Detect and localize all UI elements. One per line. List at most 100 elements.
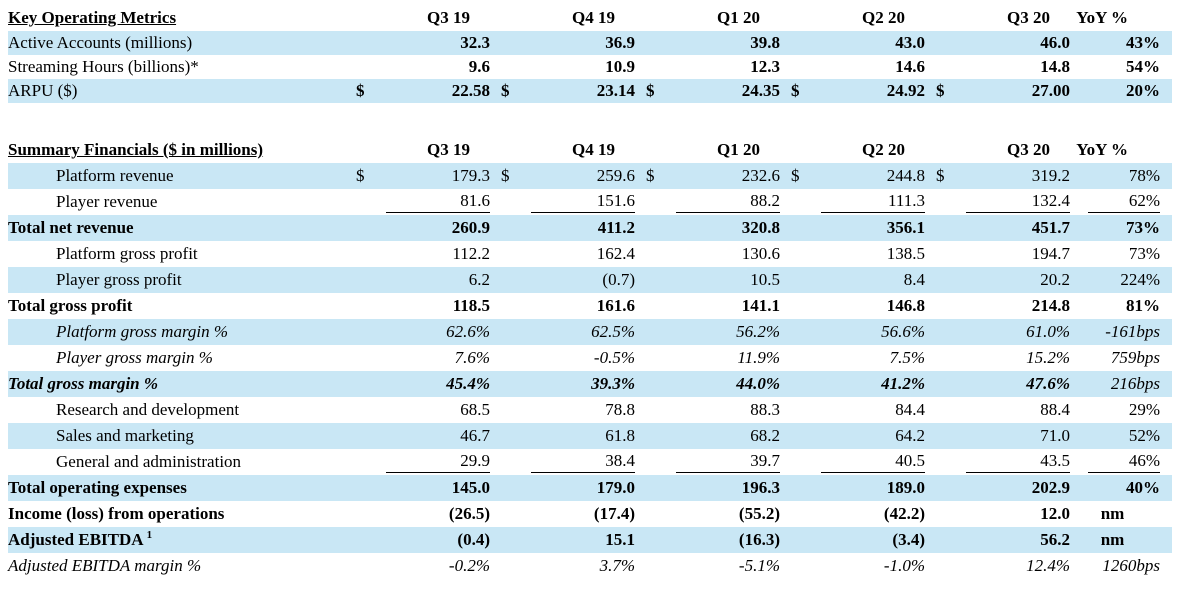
yoy-cell: -161bps [1075, 319, 1172, 345]
value-cell: 39.7 [640, 449, 785, 475]
value-cell: 14.8 [930, 55, 1075, 79]
row-label: Total gross margin % [8, 371, 350, 397]
table-row: General and administration 29.9 38.4 39.7 40… [8, 449, 1172, 475]
value-text: 12.0 [1040, 504, 1070, 523]
row-label: Platform gross margin % [8, 319, 350, 345]
value-cell: 29.9 [350, 449, 495, 475]
value-text: 36.9 [605, 33, 635, 52]
value-text: 112.2 [452, 244, 490, 263]
value-cell: 189.0 [785, 475, 930, 501]
value-cell: 88.4 [930, 397, 1075, 423]
yoy-text: 1260bps [1102, 556, 1160, 575]
value-text: 15.2% [1026, 348, 1070, 367]
value-cell: 10.5 [640, 267, 785, 293]
value-cell: 411.2 [495, 215, 640, 241]
value-cell: 71.0 [930, 423, 1075, 449]
yoy-text: 20% [1126, 81, 1160, 100]
column-header-q3-20: Q3 20 [1007, 8, 1050, 27]
value-cell: 88.3 [640, 397, 785, 423]
yoy-text: 43% [1126, 33, 1160, 52]
value-cell: $24.92 [785, 79, 930, 103]
row-label-text: ARPU ($) [8, 81, 78, 100]
value-text: 189.0 [886, 478, 925, 497]
value-text: 259.6 [596, 166, 635, 185]
value-text: (3.4) [892, 530, 925, 549]
yoy-text: 224% [1120, 270, 1160, 289]
value-cell: 46.7 [350, 423, 495, 449]
value-text: 47.6% [1026, 374, 1070, 393]
yoy-text: 759bps [1110, 348, 1160, 367]
dollar-sign: $ [791, 81, 800, 100]
value-text: 232.6 [741, 166, 780, 185]
value-cell: 12.0 [930, 501, 1075, 527]
value-text: 41.2% [881, 374, 925, 393]
value-cell: 214.8 [930, 293, 1075, 319]
value-cell: 118.5 [350, 293, 495, 319]
row-label: Platform gross profit [8, 241, 350, 267]
value-text: 179.3 [451, 166, 490, 185]
row-label-text: Player gross margin % [56, 348, 213, 367]
row-label-text: Platform gross margin % [56, 322, 229, 341]
column-header-yoy: YoY % [1076, 140, 1128, 159]
yoy-cell: 52% [1075, 423, 1172, 449]
footnote-marker: 1 [146, 529, 153, 542]
value-text: 132.4 [966, 191, 1070, 213]
value-cell: 61.0% [930, 319, 1075, 345]
value-cell: 88.2 [640, 189, 785, 215]
value-text: 8.4 [903, 270, 925, 289]
yoy-cell: 759bps [1075, 345, 1172, 371]
value-cell: 151.6 [495, 189, 640, 215]
value-cell: 47.6% [930, 371, 1075, 397]
value-text: -1.0% [883, 556, 925, 575]
row-label-text: Adjusted EBITDA margin % [8, 556, 202, 575]
yoy-cell: 224% [1075, 267, 1172, 293]
value-text: 130.6 [741, 244, 780, 263]
yoy-text: 73% [1128, 244, 1160, 263]
row-label: Platform revenue [8, 163, 350, 189]
value-text: 71.0 [1040, 426, 1070, 445]
value-text: 14.6 [895, 57, 925, 76]
value-cell: 194.7 [930, 241, 1075, 267]
row-label: Income (loss) from operations [8, 501, 350, 527]
value-cell: 32.3 [350, 31, 495, 55]
value-cell: 320.8 [640, 215, 785, 241]
value-text: 56.2% [736, 322, 780, 341]
yoy-text: 78% [1128, 166, 1160, 185]
table-row: Adjusted EBITDA margin % -0.2% 3.7% -5.1% -1… [8, 553, 1172, 579]
value-text: 20.2 [1040, 270, 1070, 289]
value-text: 118.5 [452, 296, 490, 315]
value-cell: 132.4 [930, 189, 1075, 215]
value-text: 9.6 [468, 57, 490, 76]
column-header-q1-20: Q1 20 [717, 140, 760, 159]
dollar-sign: $ [936, 81, 945, 100]
value-text: 45.4% [446, 374, 490, 393]
value-cell: 56.2 [930, 527, 1075, 553]
table-row: Adjusted EBITDA 1 (0.4) 15.1 (16.3) (3.4) 56.2… [8, 527, 1172, 553]
yoy-cell: 73% [1075, 215, 1172, 241]
row-label-text: Player revenue [56, 192, 158, 211]
header-row: Key Operating Metrics Q3 19 Q4 19 Q1 20 Q2 2… [8, 6, 1172, 31]
row-label: Total net revenue [8, 215, 350, 241]
value-text: -5.1% [738, 556, 780, 575]
value-cell: 61.8 [495, 423, 640, 449]
dollar-sign: $ [646, 166, 655, 185]
value-text: 10.9 [605, 57, 635, 76]
value-text: 6.2 [468, 270, 490, 289]
yoy-text: 46% [1088, 451, 1160, 473]
value-text: 84.4 [895, 400, 925, 419]
value-text: 22.58 [451, 81, 490, 100]
value-cell: 78.8 [495, 397, 640, 423]
value-text: 88.2 [676, 191, 780, 213]
value-cell: 39.3% [495, 371, 640, 397]
row-label-text: Total gross profit [8, 296, 133, 315]
value-cell: $22.58 [350, 79, 495, 103]
table-row: Active Accounts (millions) 32.3 36.9 39.8 43… [8, 31, 1172, 55]
value-text: 81.6 [386, 191, 490, 213]
table-body: Active Accounts (millions) 32.3 36.9 39.8 43… [8, 31, 1172, 103]
value-text: 14.8 [1040, 57, 1070, 76]
table-header: Key Operating Metrics Q3 19 Q4 19 Q1 20 Q2 2… [8, 6, 1172, 31]
column-header-q4-19: Q4 19 [572, 8, 615, 27]
yoy-cell: 1260bps [1075, 553, 1172, 579]
value-text: 179.0 [596, 478, 635, 497]
